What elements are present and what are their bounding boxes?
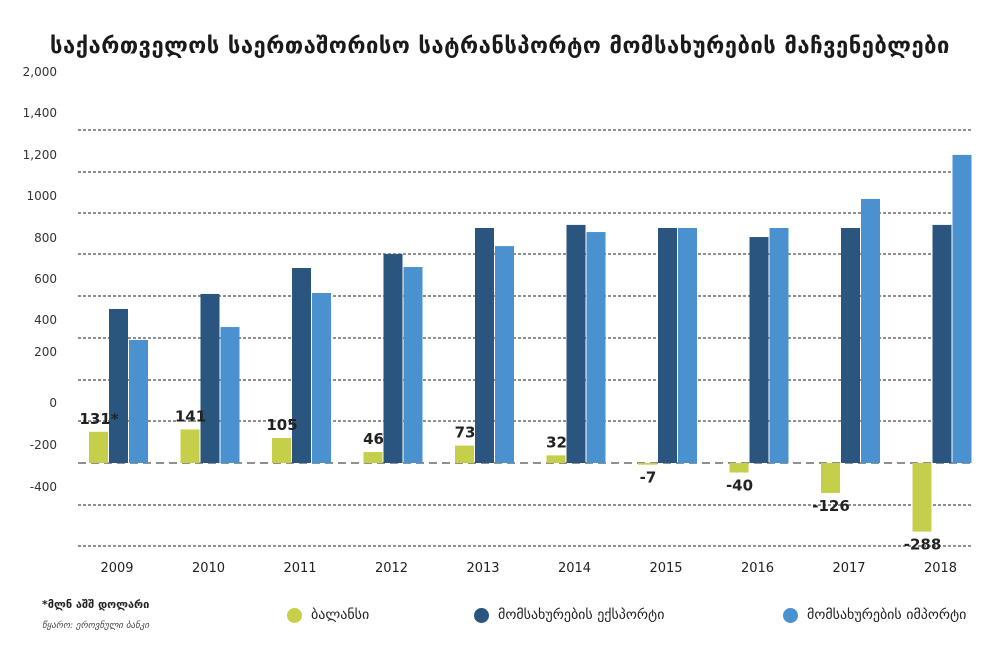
data-label: 73 — [455, 424, 476, 442]
bar-import — [586, 232, 606, 463]
legend-swatch — [783, 607, 798, 623]
x-tick-label: 2017 — [832, 561, 865, 576]
bar-balance — [729, 463, 749, 473]
data-label: -7 — [640, 469, 657, 487]
bar-export — [200, 293, 220, 463]
bar-export — [109, 308, 128, 463]
legend-label: მომსახურების ექსპორტი — [498, 607, 665, 623]
data-label: 105 — [266, 416, 297, 434]
data-label: -288 — [904, 536, 942, 554]
legend-item-export: მომსახურების ექსპორტი — [474, 607, 664, 623]
y-tick-label: 1,200 — [23, 148, 57, 162]
x-tick-label: 2015 — [649, 561, 682, 576]
data-label: 141 — [175, 407, 206, 425]
unit-footnote: *მლნ აშშ დოლარი — [42, 598, 150, 611]
bar-import — [952, 154, 972, 463]
x-tick-label: 2010 — [192, 561, 225, 576]
bar-balance — [546, 455, 566, 463]
y-tick-label: 0 — [49, 396, 57, 410]
bar-export — [841, 228, 860, 463]
bar-import — [769, 228, 789, 463]
legend-swatch — [287, 607, 302, 623]
source-note: წყარო: ეროვნული ბანკი — [42, 621, 150, 631]
bar-balance — [455, 445, 474, 463]
bar-export — [932, 224, 952, 463]
x-tick-label: 2018 — [924, 561, 957, 576]
bar-export — [749, 237, 769, 463]
legend-swatch — [474, 607, 489, 623]
data-label: 131* — [79, 410, 118, 428]
bar-export — [383, 253, 403, 463]
bar-balance — [638, 463, 657, 465]
x-tick-label: 2009 — [100, 561, 133, 576]
y-tick-label: 2,000 — [23, 65, 57, 79]
bar-balance — [363, 452, 383, 463]
y-tick-label: -400 — [30, 480, 57, 494]
x-tick-label: 2014 — [558, 561, 591, 576]
bar-import — [495, 246, 514, 463]
y-tick-label: 400 — [34, 313, 57, 327]
bar-export — [566, 224, 586, 463]
y-tick-label: 600 — [34, 272, 57, 286]
bar-import — [129, 339, 148, 463]
bar-import — [403, 267, 423, 463]
y-tick-label: 200 — [34, 345, 57, 359]
x-tick-label: 2013 — [466, 561, 499, 576]
bar-export — [658, 228, 677, 463]
y-tick-label: 800 — [34, 231, 57, 245]
data-label: 46 — [363, 430, 384, 448]
y-tick-label: 1,400 — [23, 106, 57, 120]
legend-item-balance: ბალანსი — [287, 607, 369, 623]
bar-balance — [180, 429, 200, 463]
bar-import — [312, 293, 331, 463]
y-tick-label: -200 — [30, 438, 57, 452]
legend-label: მომსახურების იმპორტი — [807, 607, 967, 623]
bar-balance — [89, 431, 108, 463]
bar-import — [678, 228, 697, 463]
legend-label: ბალანსი — [311, 607, 370, 623]
data-label: -126 — [812, 497, 850, 515]
bar-balance — [821, 463, 840, 493]
x-tick-label: 2012 — [375, 561, 408, 576]
x-tick-label: 2011 — [283, 561, 316, 576]
bar-export — [292, 268, 311, 463]
bar-balance — [912, 463, 932, 532]
bar-import — [220, 327, 240, 463]
x-tick-label: 2016 — [741, 561, 774, 576]
bar-import — [861, 198, 880, 463]
chart-title: საქართველოს საერთაშორისო სატრანსპორტო მო… — [50, 34, 950, 59]
data-label: 32 — [546, 433, 567, 451]
legend-item-import: მომსახურების იმპორტი — [783, 607, 966, 623]
y-tick-label: 1000 — [26, 189, 57, 203]
bar-export — [475, 228, 494, 463]
bar-balance — [272, 438, 291, 463]
data-label: -40 — [726, 477, 753, 495]
